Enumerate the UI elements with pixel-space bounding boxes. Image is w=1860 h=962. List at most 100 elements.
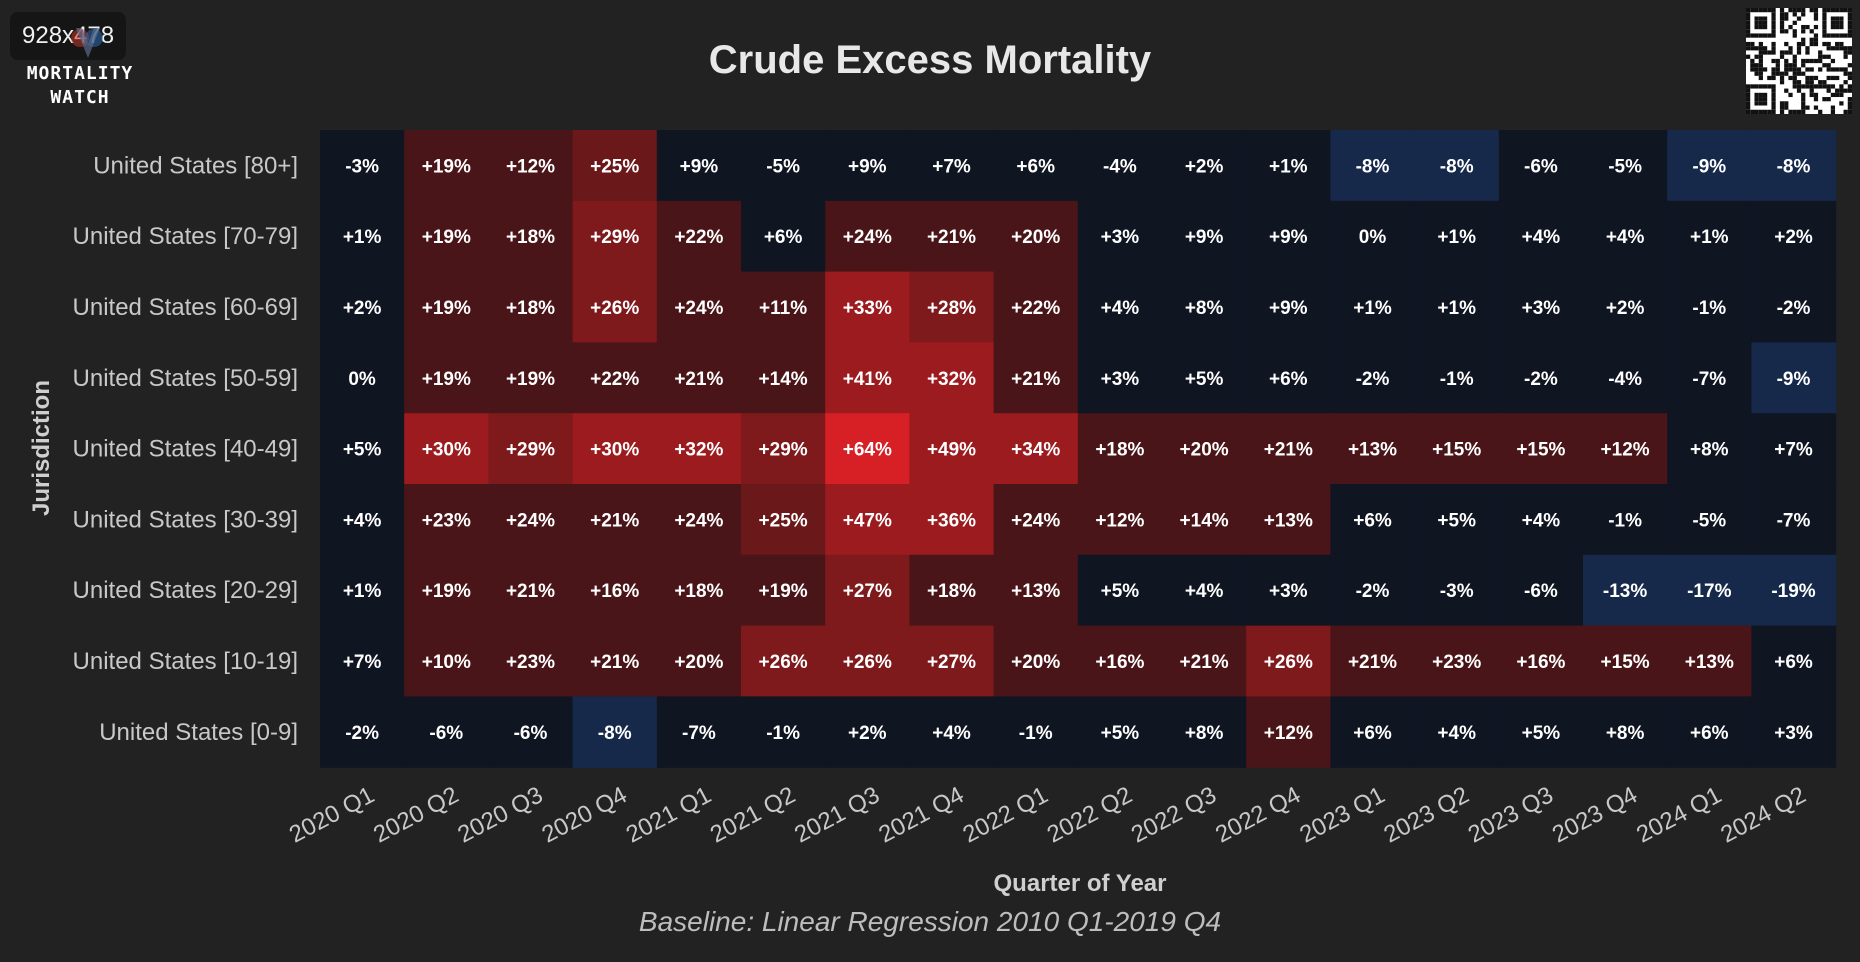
qr-finder-module (1771, 105, 1776, 110)
cell-value-label: -2% (345, 723, 379, 744)
qr-module (1788, 8, 1793, 13)
qr-finder-module (1771, 101, 1776, 106)
qr-module (1788, 46, 1793, 51)
qr-module (1801, 71, 1806, 76)
x-tick-label: 2022 Q4 (1211, 781, 1305, 848)
qr-finder-module (1771, 88, 1776, 93)
cell-value-label: +24% (1011, 510, 1060, 531)
qr-module (1830, 92, 1836, 98)
qr-finder-module (1835, 16, 1840, 21)
cell-value-label: +16% (1095, 652, 1144, 673)
heatmap-cell (1162, 484, 1247, 556)
heatmap-cell (572, 413, 658, 485)
qr-finder-module (1762, 109, 1768, 114)
qr-finder-module (1754, 16, 1759, 21)
heatmap-cell (1162, 554, 1247, 627)
qr-module (1792, 67, 1797, 72)
qr-finder-module (1822, 24, 1827, 30)
cell-value-label: -2% (1356, 369, 1390, 390)
qr-module (1843, 54, 1848, 59)
cell-value-label: +21% (1180, 652, 1229, 673)
qr-module (1847, 75, 1852, 81)
heatmap-cell (1330, 696, 1416, 768)
heatmap-cell (825, 200, 910, 273)
cell-value-label: -5% (1692, 510, 1726, 531)
heatmap-cell (1330, 130, 1416, 202)
heatmap-cell (909, 413, 995, 485)
x-tick-label: 2021 Q1 (622, 781, 716, 848)
qr-module (1784, 71, 1789, 76)
cell-value-label: +26% (1264, 652, 1313, 673)
cell-value-label: +18% (506, 227, 555, 248)
heatmap-cell (1246, 200, 1331, 273)
qr-finder-module (1839, 8, 1844, 13)
qr-module (1784, 41, 1789, 47)
heatmap-cell (656, 625, 742, 697)
heatmap-cell (1077, 554, 1163, 627)
cell-value-label: -13% (1603, 581, 1647, 602)
heatmap-cell (1583, 554, 1668, 627)
heatmap-cell (572, 271, 658, 343)
qr-code-icon[interactable] (1746, 8, 1852, 114)
heatmap-cell (404, 696, 489, 768)
qr-module (1843, 109, 1848, 114)
qr-module (1779, 20, 1785, 25)
qr-module (1779, 80, 1785, 85)
cell-value-label: -9% (1692, 156, 1726, 177)
heatmap-cell (1667, 625, 1752, 697)
qr-module (1784, 63, 1789, 68)
qr-module (1835, 75, 1840, 81)
qr-module (1792, 33, 1797, 38)
qr-finder-module (1830, 24, 1836, 30)
qr-module (1813, 105, 1819, 110)
heatmap-cell (1330, 200, 1416, 273)
cell-value-label: -6% (1524, 581, 1558, 602)
y-tick-label: United States [20-29] (73, 577, 298, 604)
y-tick-label: United States [70-79] (73, 223, 298, 250)
qr-finder-module (1847, 8, 1852, 13)
cell-value-label: +20% (1180, 440, 1229, 461)
heatmap-cell (1751, 342, 1837, 414)
heatmap-cell (404, 625, 489, 697)
qr-finder-module (1839, 24, 1844, 30)
heatmap-cell (741, 625, 826, 697)
qr-module (1796, 80, 1802, 85)
cell-value-label: +19% (422, 227, 471, 248)
qr-module (1792, 84, 1797, 89)
cell-value-label: +6% (1016, 156, 1055, 177)
cell-value-label: +4% (1185, 581, 1224, 602)
cell-value-label: +25% (759, 510, 808, 531)
cell-value-label: +27% (927, 652, 976, 673)
qr-finder-module (1830, 33, 1836, 38)
qr-finder-module (1754, 92, 1759, 98)
qr-module (1835, 41, 1840, 47)
qr-module (1750, 46, 1755, 51)
qr-module (1805, 24, 1810, 30)
heatmap-cell (1498, 484, 1584, 556)
cell-value-label: +15% (1601, 652, 1650, 673)
cell-value-label: -6% (514, 723, 548, 744)
qr-module (1792, 29, 1797, 34)
cell-value-label: +12% (1601, 440, 1650, 461)
cell-value-label: +64% (843, 440, 892, 461)
heatmap-cell (1583, 413, 1668, 485)
heatmap-cell (1162, 271, 1247, 343)
qr-module (1826, 46, 1831, 51)
cell-value-label: -8% (1440, 156, 1474, 177)
qr-finder-module (1835, 8, 1840, 13)
heatmap-cell (656, 342, 742, 414)
heatmap-cell (488, 342, 574, 414)
qr-module (1784, 29, 1789, 34)
qr-module (1805, 50, 1810, 55)
heatmap-cell (404, 554, 489, 627)
qr-module (1822, 84, 1827, 89)
qr-finder-module (1771, 12, 1776, 17)
cell-value-label: +30% (590, 440, 639, 461)
qr-finder-module (1767, 109, 1772, 114)
cell-value-label: +2% (1606, 298, 1645, 319)
cell-value-label: -7% (1777, 510, 1811, 531)
cell-value-label: +22% (674, 227, 723, 248)
cell-value-label: +21% (1348, 652, 1397, 673)
qr-module (1801, 12, 1806, 17)
cell-value-label: +18% (506, 298, 555, 319)
